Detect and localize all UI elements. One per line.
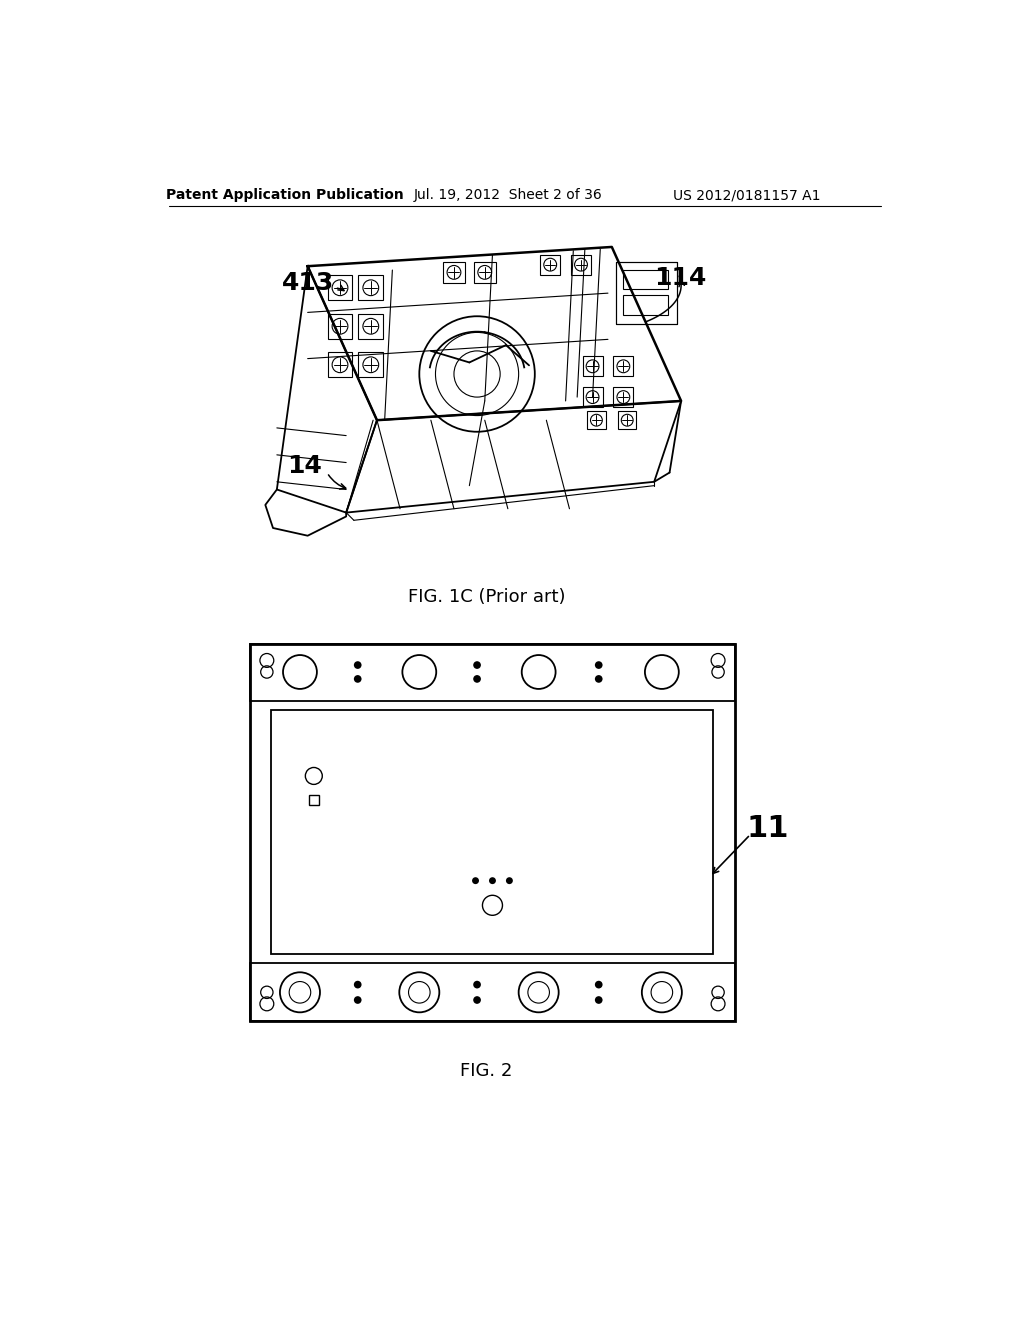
Bar (443, 261, 465, 284)
Bar (250, 644, 735, 701)
Text: US 2012/0181157 A1: US 2012/0181157 A1 (673, 189, 820, 202)
Bar (328, 352, 352, 378)
Bar (328, 314, 352, 339)
Circle shape (473, 661, 481, 669)
Circle shape (472, 878, 479, 884)
Text: 11: 11 (746, 814, 790, 842)
Circle shape (595, 981, 602, 989)
Circle shape (354, 661, 361, 669)
Text: FIG. 2: FIG. 2 (460, 1061, 512, 1080)
Bar (250, 644, 735, 1020)
Circle shape (506, 878, 513, 884)
Text: FIG. 1C (Prior art): FIG. 1C (Prior art) (408, 589, 565, 606)
Bar (624, 296, 668, 314)
Bar (358, 314, 383, 339)
Circle shape (473, 997, 481, 1003)
Bar (613, 356, 634, 376)
Circle shape (473, 675, 481, 682)
Bar (328, 276, 352, 300)
Text: Jul. 19, 2012  Sheet 2 of 36: Jul. 19, 2012 Sheet 2 of 36 (414, 189, 602, 202)
Circle shape (595, 675, 602, 682)
Bar (474, 261, 496, 284)
Bar (583, 387, 602, 407)
Bar (271, 710, 714, 954)
Bar (624, 271, 668, 289)
Text: 114: 114 (654, 265, 707, 290)
Bar (358, 276, 383, 300)
Circle shape (489, 878, 496, 884)
Bar (617, 411, 637, 429)
Text: 413: 413 (283, 271, 335, 296)
Circle shape (473, 981, 481, 989)
Bar (615, 263, 677, 323)
Bar (571, 255, 591, 275)
Circle shape (354, 981, 361, 989)
Bar (587, 411, 605, 429)
Text: Patent Application Publication: Patent Application Publication (166, 189, 403, 202)
Circle shape (595, 997, 602, 1003)
Circle shape (354, 997, 361, 1003)
Bar (309, 795, 319, 805)
Circle shape (354, 675, 361, 682)
Bar (250, 964, 735, 1020)
Bar (613, 387, 634, 407)
Bar (541, 255, 560, 275)
Bar (583, 356, 602, 376)
Text: 14: 14 (287, 454, 322, 478)
Circle shape (595, 661, 602, 669)
Bar (358, 352, 383, 378)
